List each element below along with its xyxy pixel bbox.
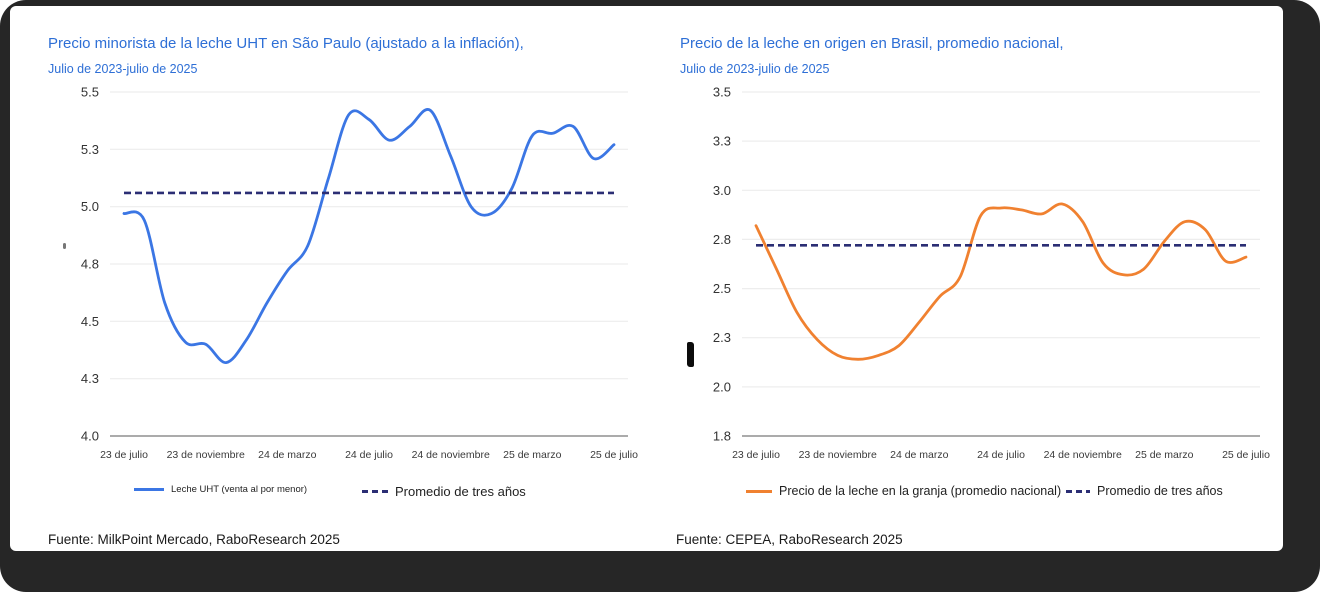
svg-text:2.8: 2.8	[713, 232, 731, 247]
svg-text:24 de noviembre: 24 de noviembre	[1044, 449, 1122, 461]
svg-text:2.0: 2.0	[713, 379, 731, 394]
svg-text:1.8: 1.8	[713, 429, 731, 444]
svg-text:25 de marzo: 25 de marzo	[503, 449, 562, 461]
svg-text:2.5: 2.5	[713, 281, 731, 296]
svg-text:23 de noviembre: 23 de noviembre	[799, 449, 877, 461]
y-axis-label-artifact	[687, 342, 694, 367]
report-panel: Precio minorista de la leche UHT en São …	[10, 6, 1283, 551]
svg-text:3.5: 3.5	[713, 85, 731, 100]
legend-item-series: Leche UHT (venta al por menor)	[134, 484, 307, 495]
chart-subtitle: Julio de 2023-julio de 2025	[48, 62, 198, 76]
svg-text:3.0: 3.0	[713, 183, 731, 198]
legend-item-series: Precio de la leche en la granja (promedi…	[746, 484, 1061, 498]
line-swatch-icon	[134, 488, 164, 491]
line-chart-plot: 4.0 4.3 4.5 4.8 5.0 5.3 5.5 23 de julio 23 de no…	[81, 85, 638, 462]
svg-text:25 de julio: 25 de julio	[1222, 449, 1270, 461]
chart-title: Precio minorista de la leche UHT en São …	[48, 35, 524, 52]
dashed-line-swatch-icon	[1066, 489, 1090, 493]
svg-text:4.3: 4.3	[81, 371, 99, 386]
legend-item-average: Promedio de tres años	[362, 484, 526, 499]
svg-text:24 de marzo: 24 de marzo	[258, 449, 317, 461]
legend-label: Leche UHT (venta al por menor)	[171, 484, 308, 495]
svg-text:4.8: 4.8	[81, 257, 99, 272]
svg-text:2.3: 2.3	[713, 330, 731, 345]
chart-farmgate-brasil: Precio de la leche en origen en Brasil, …	[670, 22, 1282, 527]
legend-item-average: Promedio de tres años	[1066, 484, 1223, 498]
legend-label: Promedio de tres años	[395, 484, 526, 499]
svg-text:23 de julio: 23 de julio	[100, 449, 148, 461]
svg-text:24 de julio: 24 de julio	[977, 449, 1025, 461]
chart-legend: Leche UHT (venta al por menor) Promedio …	[38, 484, 650, 502]
svg-text:24 de marzo: 24 de marzo	[890, 449, 949, 461]
legend-label: Promedio de tres años	[1097, 484, 1223, 498]
chart-legend: Precio de la leche en la granja (promedi…	[670, 484, 1282, 502]
svg-text:4.0: 4.0	[81, 429, 99, 444]
legend-label: Precio de la leche en la granja (promedi…	[779, 484, 1062, 498]
y-axis-label-artifact	[63, 243, 66, 249]
chart-uht-sao-paulo: Precio minorista de la leche UHT en São …	[38, 22, 650, 527]
source-note: Fuente: MilkPoint Mercado, RaboResearch …	[48, 532, 340, 547]
svg-text:23 de julio: 23 de julio	[732, 449, 780, 461]
svg-text:5.3: 5.3	[81, 142, 99, 157]
svg-text:24 de julio: 24 de julio	[345, 449, 393, 461]
svg-text:25 de marzo: 25 de marzo	[1135, 449, 1194, 461]
line-swatch-icon	[746, 489, 772, 493]
chart-title: Precio de la leche en origen en Brasil, …	[680, 35, 1064, 52]
svg-text:5.0: 5.0	[81, 199, 99, 214]
chart-subtitle: Julio de 2023-julio de 2025	[680, 62, 830, 76]
source-note: Fuente: CEPEA, RaboResearch 2025	[676, 532, 903, 547]
svg-text:24 de noviembre: 24 de noviembre	[412, 449, 490, 461]
svg-text:3.3: 3.3	[713, 134, 731, 149]
svg-text:25 de julio: 25 de julio	[590, 449, 638, 461]
svg-text:23 de noviembre: 23 de noviembre	[167, 449, 245, 461]
svg-text:4.5: 4.5	[81, 314, 99, 329]
line-chart-plot: 1.8 2.0 2.3 2.5 2.8 3.0 3.3 3.5 23 de julio 23 de…	[713, 85, 1270, 462]
dashed-line-swatch-icon	[362, 490, 388, 493]
svg-text:5.5: 5.5	[81, 85, 99, 100]
